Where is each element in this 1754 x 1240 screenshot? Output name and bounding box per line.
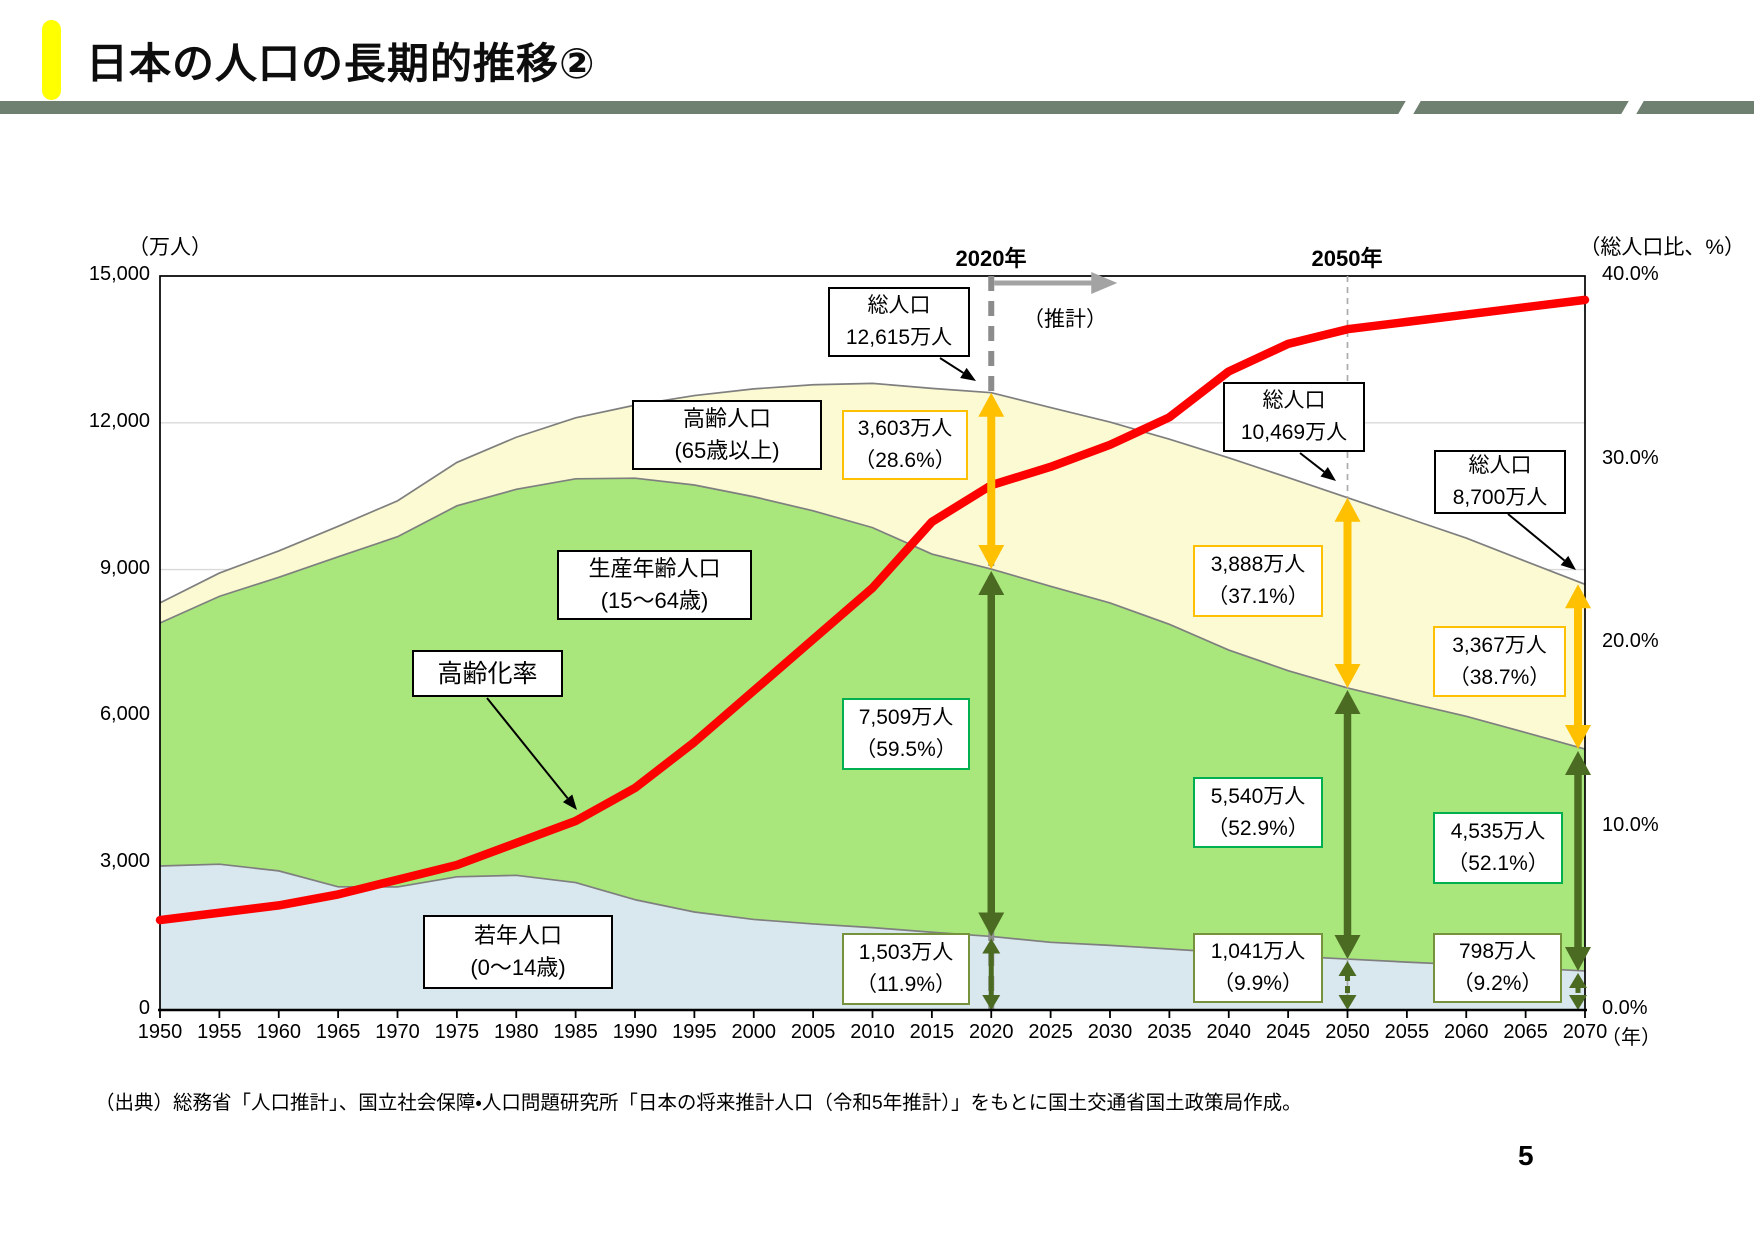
callout-total-2070: 総人口 8,700万人 (1434, 450, 1566, 514)
value-line: （52.9%） (1207, 816, 1309, 840)
x-axis-tick: 2065 (1503, 1021, 1548, 1043)
value-working-2050: 5,540万人 （52.9%） (1193, 777, 1323, 848)
callout-line: 12,615万人 (845, 326, 953, 349)
right-axis-unit: （総人口比、%） (1579, 236, 1745, 259)
callout-line: 総人口 (867, 294, 931, 317)
callout-line: 8,700万人 (1452, 486, 1548, 509)
estimate-label: （推計） (1023, 308, 1107, 331)
x-axis-tick: 2050 (1325, 1021, 1370, 1043)
value-line: （38.7%） (1448, 665, 1551, 689)
x-axis-tick: 1965 (315, 1021, 361, 1043)
x-axis-tick: 1950 (137, 1021, 183, 1043)
x-axis-tick: 2015 (909, 1021, 955, 1043)
value-line: 3,888万人 (1210, 553, 1306, 576)
y-axis-tick: 6,000 (99, 703, 150, 726)
value-line: 798万人 (1458, 940, 1537, 963)
x-axis-tick: 2045 (1265, 1021, 1311, 1043)
callout-line: 総人口 (1262, 389, 1326, 412)
label-young-population: 若年人口 (0～14歳) (423, 915, 613, 989)
right-axis-tick: 0.0% (1602, 997, 1648, 1019)
callout-total-2050: 総人口 10,469万人 (1223, 382, 1365, 452)
value-line: （9.2%） (1452, 972, 1543, 995)
title-accent-bar (42, 20, 61, 100)
x-axis-unit: （年） (1601, 1027, 1661, 1049)
y-axis-tick: 9,000 (99, 556, 150, 579)
marker-2050: 2050年 (1311, 246, 1383, 271)
x-axis-tick: 1955 (197, 1021, 242, 1043)
value-line: 3,367万人 (1452, 633, 1547, 657)
header-divider-bar (0, 99, 1754, 116)
right-axis-tick: 10.0% (1602, 813, 1659, 836)
x-axis-tick: 1995 (672, 1021, 717, 1043)
label-line: 生産年齢人口 (588, 556, 721, 581)
value-line: （37.1%） (1207, 585, 1309, 608)
x-axis-tick: 1960 (256, 1021, 302, 1043)
x-axis-tick: 2005 (790, 1021, 836, 1043)
x-axis-tick: 2035 (1147, 1021, 1192, 1043)
label-line: 若年人口 (473, 923, 562, 948)
x-axis-tick: 2025 (1028, 1021, 1073, 1043)
x-axis-tick: 1970 (375, 1021, 420, 1043)
value-line: 1,041万人 (1210, 940, 1306, 963)
callout-total-2020: 総人口 12,615万人 (828, 287, 970, 357)
value-young-2050: 1,041万人 （9.9%） (1193, 933, 1323, 1003)
page-number: 5 (1518, 1140, 1534, 1171)
page-title: 日本の人口の長期的推移② (86, 40, 596, 87)
right-axis-tick: 40.0% (1602, 263, 1659, 285)
label-elderly-population: 高齢人口 (65歳以上) (632, 400, 822, 470)
label-line: 高齢化率 (437, 659, 538, 688)
label-line: (65歳以上) (674, 438, 780, 463)
marker-2020: 2020年 (955, 246, 1027, 271)
left-axis-unit: （万人） (128, 236, 212, 259)
x-axis-tick: 2040 (1206, 1021, 1252, 1043)
callout-line: 総人口 (1468, 454, 1532, 477)
value-young-2020: 1,503万人 （11.9%） (842, 933, 970, 1005)
x-axis-tick: 2030 (1087, 1021, 1133, 1043)
x-axis-tick: 1975 (434, 1021, 480, 1043)
label-line: 高齢人口 (682, 406, 771, 431)
value-line: 7,509万人 (858, 706, 954, 729)
value-elderly-2050: 3,888万人 （37.1%） (1193, 545, 1323, 617)
y-axis-tick: 0 (138, 997, 150, 1019)
callout-line: 10,469万人 (1240, 421, 1348, 444)
value-working-2020: 7,509万人 （59.5%） (842, 698, 970, 770)
source-note: （出典）総務省「人口推計」、国立社会保障・人口問題研究所「日本の将来推計人口（令… (95, 1092, 1302, 1114)
value-line: 4,535万人 (1450, 820, 1546, 843)
value-line: 3,603万人 (857, 417, 953, 440)
right-axis-tick: 20.0% (1602, 630, 1659, 652)
value-elderly-2020: 3,603万人 （28.6%） (842, 410, 968, 480)
x-axis-tick: 1985 (553, 1021, 598, 1043)
x-axis-tick: 2000 (731, 1021, 777, 1043)
x-axis-tick: 2020 (969, 1021, 1014, 1043)
value-line: （59.5%） (855, 738, 957, 761)
x-axis-tick: 2070 (1562, 1021, 1608, 1043)
value-line: 1,503万人 (858, 941, 954, 964)
value-elderly-2070: 3,367万人 （38.7%） (1433, 626, 1566, 697)
value-line: （52.1%） (1447, 852, 1549, 875)
x-axis-tick: 2055 (1384, 1021, 1430, 1043)
value-working-2070: 4,535万人 （52.1%） (1433, 812, 1563, 884)
label-line: (15～64歳) (600, 588, 709, 613)
value-line: （11.9%） (856, 973, 956, 996)
x-axis-tick: 1980 (494, 1021, 539, 1043)
y-axis-tick: 15,000 (88, 263, 150, 285)
y-axis-tick: 3,000 (99, 850, 150, 873)
y-axis-tick: 12,000 (88, 409, 150, 432)
right-axis-tick: 30.0% (1602, 446, 1659, 469)
value-young-2070: 798万人 （9.2%） (1433, 933, 1562, 1003)
label-line: (0～14歳) (470, 955, 566, 980)
value-line: （9.9%） (1213, 972, 1303, 995)
x-axis-tick: 2060 (1444, 1021, 1489, 1043)
label-working-population: 生産年齢人口 (15～64歳) (557, 550, 752, 620)
value-line: 5,540万人 (1210, 784, 1306, 808)
x-axis-tick: 2010 (850, 1021, 895, 1043)
label-aging-rate: 高齢化率 (412, 650, 563, 697)
x-axis-tick: 1990 (612, 1021, 658, 1043)
value-line: （28.6%） (854, 449, 956, 472)
